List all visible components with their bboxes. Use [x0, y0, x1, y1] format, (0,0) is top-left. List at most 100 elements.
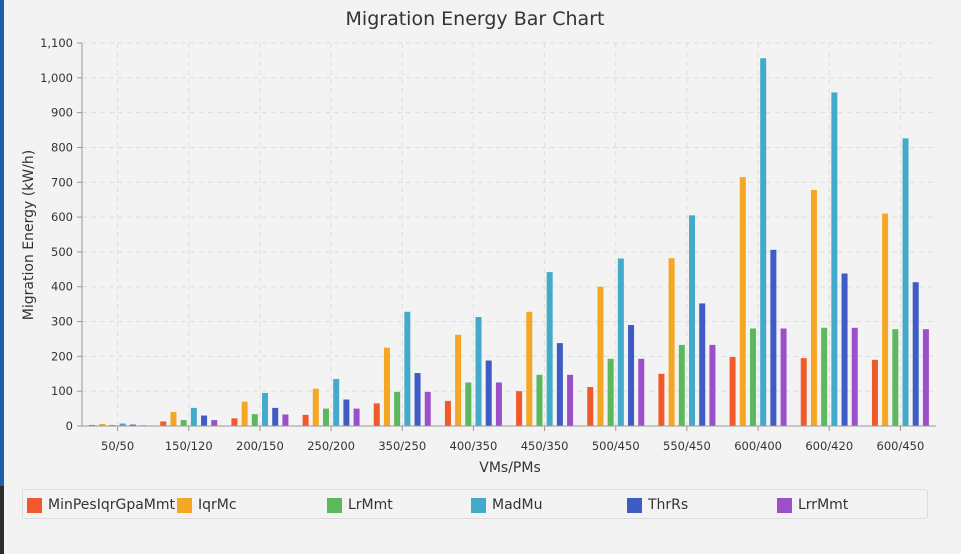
bar — [262, 392, 269, 426]
bar — [516, 391, 523, 426]
bar — [373, 403, 380, 426]
window-edge-dark — [0, 486, 4, 554]
legend-swatch — [27, 497, 42, 513]
bar — [780, 328, 787, 426]
bar — [770, 249, 777, 426]
bar — [241, 401, 248, 426]
bar — [749, 328, 756, 426]
bars-layer — [89, 58, 929, 426]
bar — [383, 347, 390, 426]
bar — [475, 317, 482, 426]
bar — [567, 374, 574, 426]
bar — [871, 359, 878, 426]
bar — [160, 421, 167, 426]
legend-label: IqrMc — [198, 497, 237, 513]
bar — [841, 273, 848, 426]
bar — [414, 373, 421, 426]
y-tick-label: 0 — [66, 419, 73, 433]
bar — [882, 213, 889, 426]
chart-title: Migration Energy Bar Chart — [346, 8, 605, 30]
legend-label: LrrMmt — [798, 497, 849, 513]
legend-item: MadMu — [471, 496, 543, 514]
legend-item: ThrRs — [627, 496, 688, 514]
bar — [831, 92, 838, 426]
grid-layer — [82, 42, 936, 426]
y-tick-label: 1,100 — [40, 36, 73, 50]
bar — [892, 329, 899, 426]
bar — [699, 303, 706, 426]
legend-label: LrMmt — [348, 497, 393, 513]
bar — [180, 420, 187, 426]
y-tick-label: 900 — [51, 106, 73, 120]
bar — [444, 400, 451, 426]
bar — [333, 378, 340, 426]
x-tick-label: 50/50 — [101, 439, 134, 453]
bar — [800, 358, 807, 426]
bar — [628, 325, 635, 426]
bar — [536, 374, 543, 426]
bar — [170, 412, 177, 426]
bar — [353, 408, 360, 426]
bar — [546, 272, 553, 426]
bar — [211, 420, 218, 426]
x-axis-ticks: 50/50 150/120 200/150 250/200 350/250 400/350… — [101, 426, 924, 453]
legend-item: MinPesIqrGpaMmt — [27, 496, 175, 514]
bar — [322, 408, 329, 426]
bar — [485, 360, 492, 426]
bar — [678, 344, 685, 426]
y-tick-label: 500 — [51, 245, 73, 259]
bar — [190, 407, 197, 426]
window-edge — [0, 0, 4, 554]
bar — [902, 138, 909, 426]
y-tick-label: 700 — [51, 175, 73, 189]
bar — [922, 329, 929, 426]
bar — [272, 407, 279, 426]
bar — [912, 282, 919, 426]
legend-swatch — [777, 497, 792, 513]
x-tick-label: 150/120 — [165, 439, 213, 453]
legend-item: LrMmt — [327, 496, 393, 514]
bar — [739, 177, 746, 426]
y-tick-label: 400 — [51, 280, 73, 294]
bar — [851, 327, 858, 426]
legend-swatch — [177, 497, 192, 513]
legend-swatch — [627, 497, 642, 513]
bar — [231, 418, 238, 426]
y-tick-label: 600 — [51, 210, 73, 224]
bar — [597, 286, 604, 426]
bar — [587, 387, 594, 426]
legend-swatch — [327, 497, 342, 513]
bar — [394, 391, 401, 426]
y-axis-title: Migration Energy (kW/h) — [21, 150, 37, 320]
legend-item: LrrMmt — [777, 496, 848, 514]
bar — [607, 358, 614, 426]
x-tick-label: 350/250 — [378, 439, 426, 453]
x-tick-label: 500/450 — [592, 439, 640, 453]
bar — [760, 58, 767, 426]
bar — [668, 258, 675, 426]
bar — [302, 414, 309, 426]
bar — [709, 344, 716, 426]
bar — [821, 327, 828, 426]
bar — [282, 414, 289, 426]
x-tick-label: 550/450 — [663, 439, 711, 453]
bar — [424, 391, 431, 426]
bar — [810, 189, 817, 426]
x-tick-label: 250/200 — [307, 439, 355, 453]
bar — [729, 357, 736, 426]
bar — [658, 373, 665, 426]
legend-label: MinPesIqrGpaMmt — [48, 497, 175, 513]
bar — [119, 423, 126, 426]
bar — [465, 382, 472, 426]
bar — [617, 258, 624, 426]
y-axis-ticks: 0 100 200 300 400 500 600 700 800 900 1,000 1,100 — [40, 36, 82, 433]
x-tick-label: 600/420 — [805, 439, 853, 453]
legend-label: ThrRs — [648, 497, 689, 513]
y-tick-label: 300 — [51, 315, 73, 329]
bar — [404, 311, 411, 426]
bar-chart: Migration Energy Bar Chart 0 100 200 300 400… — [21, 8, 936, 476]
bar — [495, 382, 502, 426]
x-tick-label: 600/400 — [734, 439, 782, 453]
bar — [526, 311, 533, 426]
bar — [455, 334, 462, 426]
